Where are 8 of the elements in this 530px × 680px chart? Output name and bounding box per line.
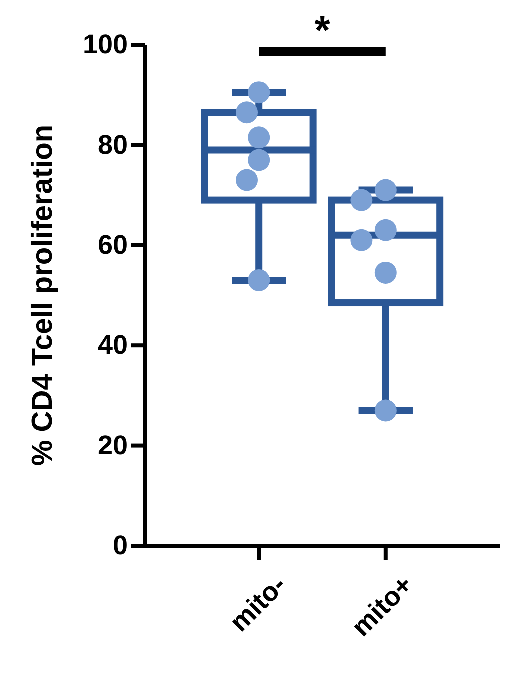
y-tick-label: 40 — [98, 330, 128, 360]
y-axis-title: % CD4 Tcell proliferation — [27, 124, 59, 466]
y-tick-label: 20 — [98, 430, 128, 460]
y-tick-label: 0 — [112, 530, 128, 561]
annotation: * — [314, 9, 331, 53]
y-tick-label: 100 — [82, 30, 128, 60]
y-tick-label: 60 — [98, 230, 128, 260]
y-tick-label: 80 — [98, 130, 128, 160]
